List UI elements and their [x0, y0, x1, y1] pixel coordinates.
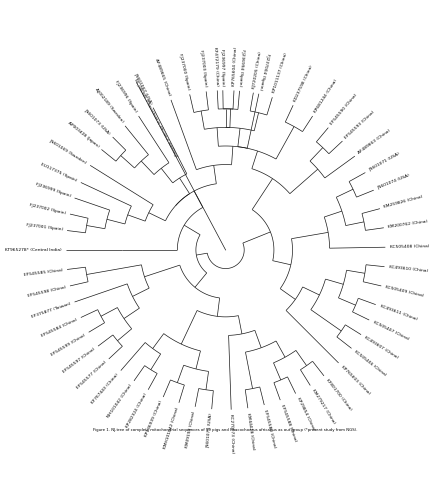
Text: KMH101042 (China): KMH101042 (China) [163, 406, 180, 449]
Text: KP681244 (China): KP681244 (China) [313, 78, 338, 114]
Text: FJ237004 (Spain): FJ237004 (Spain) [258, 52, 270, 90]
Text: KM44428 (China): KM44428 (China) [247, 412, 256, 450]
Text: EF545584 (China): EF545584 (China) [40, 318, 78, 338]
Text: AF489665 (China): AF489665 (China) [154, 58, 171, 96]
Text: KM200762 (China): KM200762 (China) [388, 220, 428, 229]
Text: KD237598 (China): KD237598 (China) [293, 64, 314, 102]
Text: KC505406 (China): KC505406 (China) [354, 350, 387, 377]
Text: KP282324 (China): KP282324 (China) [125, 392, 148, 428]
Text: EF545599 (China): EF545599 (China) [50, 333, 86, 356]
Text: JN601071 (USA): JN601071 (USA) [368, 152, 401, 172]
Text: KC493607 (China): KC493607 (China) [364, 336, 399, 359]
Text: KT965278* (Central India): KT965278* (Central India) [5, 248, 62, 252]
Text: JN601075 (USA): JN601075 (USA) [206, 414, 213, 448]
Text: EF545593 (China): EF545593 (China) [344, 110, 376, 140]
Text: KC493611 (China): KC493611 (China) [379, 304, 418, 322]
Text: FJ236999 (Spain): FJ236999 (Spain) [35, 182, 71, 198]
Text: KC505407 (China): KC505407 (China) [372, 320, 409, 341]
Text: KC505408 (China): KC505408 (China) [390, 244, 429, 249]
Text: KP136939 (China): KP136939 (China) [145, 400, 163, 438]
Text: EF545580 (China): EF545580 (China) [263, 409, 277, 448]
Text: FJ236997 (Spain): FJ236997 (Spain) [220, 48, 225, 86]
Text: KM259826 (China): KM259826 (China) [384, 195, 424, 210]
Text: FJ237003 (Spain): FJ237003 (Spain) [199, 50, 207, 88]
Text: AP003428 (Japan): AP003428 (Japan) [66, 120, 99, 148]
Text: EF545588 (China): EF545588 (China) [280, 404, 297, 442]
Text: KC493610 (China): KC493610 (China) [389, 265, 428, 273]
Text: FJ236994 (Spain): FJ236994 (Spain) [238, 50, 245, 86]
Text: KM09194 (China): KM09194 (China) [185, 411, 196, 448]
Text: EF545577 (China): EF545577 (China) [76, 360, 107, 390]
Text: KP765603 (China): KP765603 (China) [340, 364, 371, 395]
Text: FJ237000 (Spain): FJ237000 (Spain) [178, 54, 191, 90]
Text: EF375877 (Taiwan): EF375877 (Taiwan) [31, 302, 71, 319]
Text: KC270073 (China): KC270073 (China) [229, 414, 235, 454]
Text: EF545598 (China): EF545598 (China) [27, 285, 66, 298]
Text: NH101042 (China): NH101042 (China) [107, 384, 133, 418]
Text: KF801700 (China): KF801700 (China) [325, 378, 352, 411]
Text: KM279217 (China): KM279217 (China) [311, 388, 335, 424]
Text: EF545597 (China): EF545597 (China) [62, 347, 96, 374]
Text: FJ237001 (Spain): FJ237001 (Spain) [26, 224, 63, 232]
Text: KP29854 (China): KP29854 (China) [296, 396, 316, 431]
Text: KJ720205 (China): KJ720205 (China) [252, 51, 263, 88]
Text: EF545590 (China): EF545590 (China) [330, 93, 358, 126]
Text: EF545585 (China): EF545585 (China) [23, 268, 63, 277]
Text: FJ236996 (Spain): FJ236996 (Spain) [114, 80, 138, 114]
Text: NC_000845 (Phacochoerus africanus warthog): NC_000845 (Phacochoerus africanus wartho… [133, 78, 178, 158]
Text: JN601067 (USA): JN601067 (USA) [134, 72, 153, 104]
Text: JN601073 (USA): JN601073 (USA) [83, 108, 111, 136]
Text: KP765604 (China): KP765604 (China) [232, 47, 238, 86]
Text: Figure 1. NJ-tree of complete mitochondrial sequences of 59 pigs and Phacochoeru: Figure 1. NJ-tree of complete mitochondr… [93, 428, 358, 432]
Text: JN601069 (Sweden): JN601069 (Sweden) [49, 138, 87, 164]
Text: AF489663 (China): AF489663 (China) [357, 129, 391, 155]
Text: KF472179 (China): KF472179 (China) [213, 47, 219, 86]
Text: JN601074 (USA): JN601074 (USA) [377, 174, 411, 190]
Text: FJ237002 (Spain): FJ237002 (Spain) [29, 203, 66, 215]
Text: KF767443 (China): KF767443 (China) [91, 372, 119, 404]
Text: KP1011137 (China): KP1011137 (China) [272, 52, 288, 94]
Text: EU117375 (Spain): EU117375 (Spain) [40, 162, 78, 182]
Text: KC505409 (China): KC505409 (China) [385, 285, 424, 298]
Text: AJ002189 (Sweden): AJ002189 (Sweden) [94, 88, 124, 124]
